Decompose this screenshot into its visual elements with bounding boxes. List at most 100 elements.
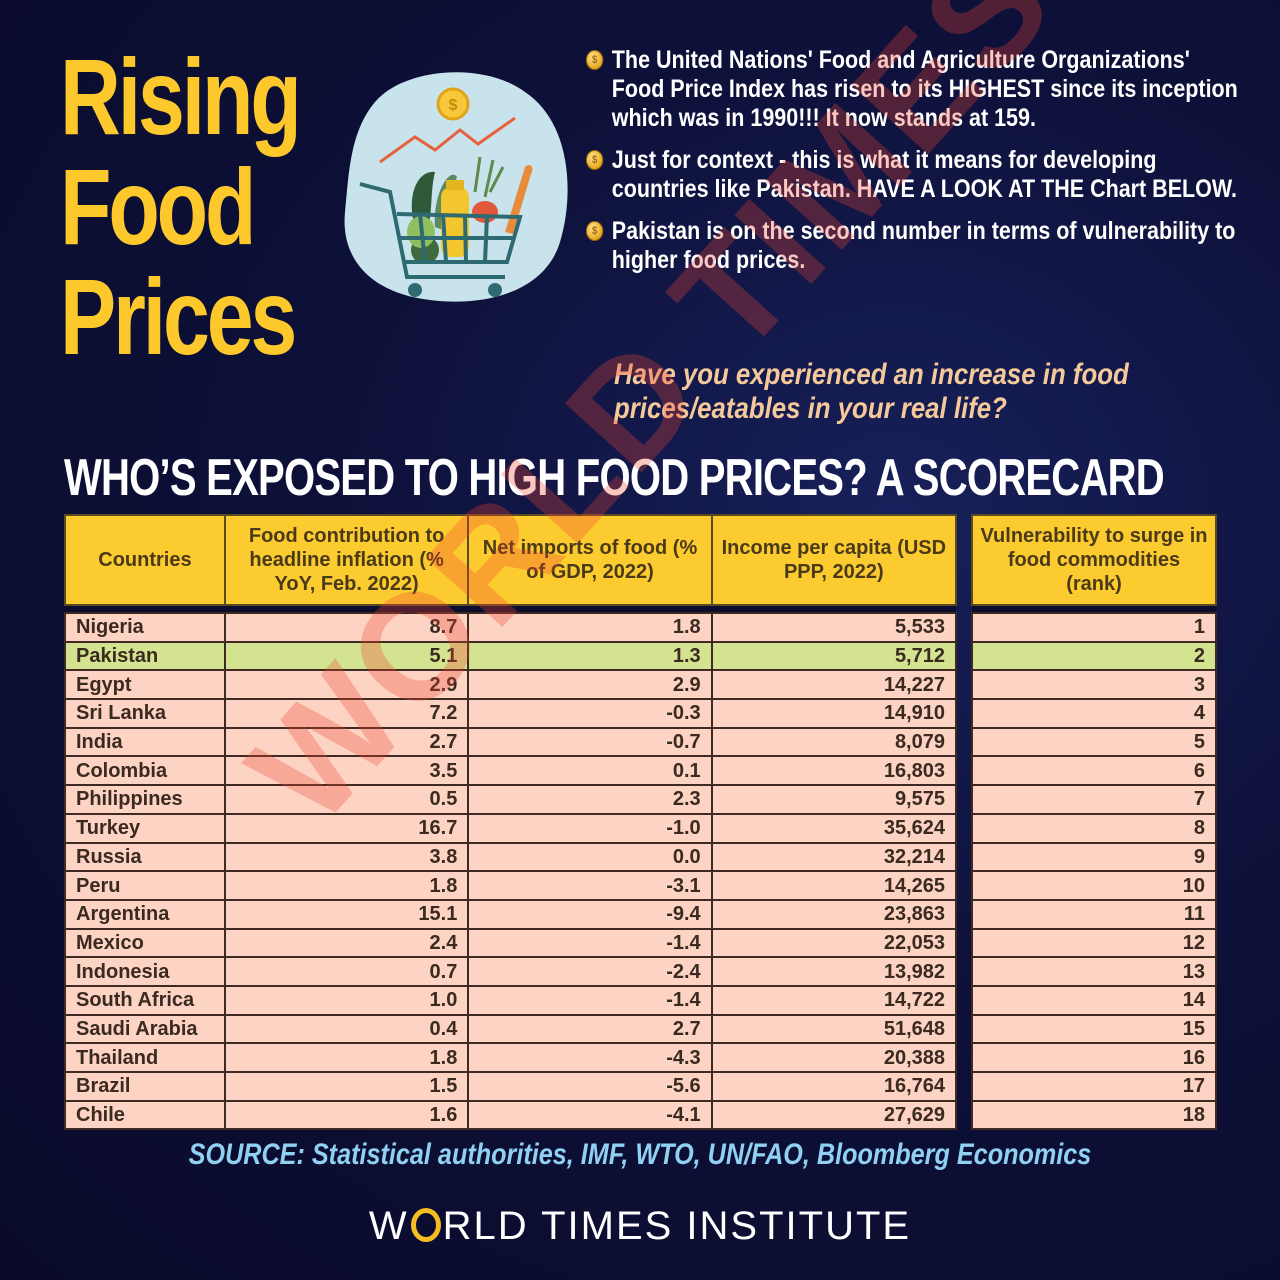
table-row: 11 — [971, 898, 1217, 930]
title-line: Prices — [60, 256, 297, 377]
cell-net-imports: 2.3 — [467, 784, 713, 815]
cell-rank: 6 — [971, 755, 1217, 787]
bullet-item: The United Nations' Food and Agriculture… — [586, 46, 1240, 133]
table-row: Saudi Arabia 0.4 2.7 51,648 — [64, 1013, 958, 1045]
table-row: 2 — [971, 640, 1217, 672]
header-income: Income per capita (USD PPP, 2022) — [710, 514, 958, 606]
table-row: Turkey 16.7 -1.0 35,624 — [64, 812, 958, 844]
cell-rank: 17 — [971, 1071, 1217, 1102]
cell-net-imports: 1.3 — [467, 640, 713, 672]
table-row: 14 — [971, 984, 1217, 1016]
rising-trend-line-icon — [379, 116, 516, 164]
table-row: 4 — [971, 698, 1217, 729]
cell-rank: 14 — [971, 984, 1217, 1016]
cell-rank: 7 — [971, 784, 1217, 815]
cell-country: Chile — [64, 1099, 226, 1131]
cell-rank: 10 — [971, 870, 1217, 901]
cell-country: Russia — [64, 841, 226, 873]
cell-net-imports: 2.9 — [467, 669, 713, 701]
cell-rank: 11 — [971, 898, 1217, 930]
cell-rank: 3 — [971, 669, 1217, 701]
cell-net-imports: 0.0 — [467, 841, 713, 873]
table-row: 12 — [971, 927, 1217, 959]
table-row: 16 — [971, 1042, 1217, 1073]
cell-country: India — [64, 726, 226, 758]
cell-country: Egypt — [64, 669, 226, 701]
table-row: Sri Lanka 7.2 -0.3 14,910 — [64, 698, 958, 729]
question-text: Have you experienced an increase in food… — [614, 358, 1129, 425]
cell-income: 5,533 — [710, 612, 958, 643]
header-food-contribution: Food contribution to headline inflation … — [223, 514, 470, 606]
cell-net-imports: -0.7 — [467, 726, 713, 758]
cell-food-contribution: 1.8 — [223, 1042, 470, 1073]
table-row: Peru 1.8 -3.1 14,265 — [64, 870, 958, 901]
cell-net-imports: -5.6 — [467, 1071, 713, 1102]
cell-country: South Africa — [64, 984, 226, 1016]
cell-income: 20,388 — [710, 1042, 958, 1073]
scorecard-heading: WHO’S EXPOSED TO HIGH FOOD PRICES? A SCO… — [64, 449, 1165, 507]
cell-rank: 15 — [971, 1013, 1217, 1045]
table-row: 1 — [971, 612, 1217, 643]
cell-net-imports: -4.3 — [467, 1042, 713, 1073]
cell-rank: 5 — [971, 726, 1217, 758]
cell-net-imports: -4.1 — [467, 1099, 713, 1131]
cell-food-contribution: 2.4 — [223, 927, 470, 959]
cell-rank: 1 — [971, 612, 1217, 643]
cell-country: Mexico — [64, 927, 226, 959]
shopping-cart-illustration: $ — [335, 62, 575, 312]
cell-income: 14,227 — [710, 669, 958, 701]
coin-bullet-icon — [586, 50, 604, 70]
table-row: India 2.7 -0.7 8,079 — [64, 726, 958, 758]
cell-income: 23,863 — [710, 898, 958, 930]
table-row: 3 — [971, 669, 1217, 701]
cell-rank: 9 — [971, 841, 1217, 873]
cell-food-contribution: 5.1 — [223, 640, 470, 672]
cell-food-contribution: 1.0 — [223, 984, 470, 1016]
table-row: 8 — [971, 812, 1217, 844]
source-text: SOURCE: Statistical authorities, IMF, WT… — [188, 1138, 1092, 1171]
bullet-item: Just for context - this is what it means… — [586, 146, 1240, 204]
cell-net-imports: 2.7 — [467, 1013, 713, 1045]
cell-country: Argentina — [64, 898, 226, 930]
table-row: 13 — [971, 956, 1217, 987]
cell-net-imports: -0.3 — [467, 698, 713, 729]
cell-income: 16,764 — [710, 1071, 958, 1102]
cell-rank: 4 — [971, 698, 1217, 729]
cell-income: 8,079 — [710, 726, 958, 758]
bullet-list: The United Nations' Food and Agriculture… — [586, 46, 1238, 288]
table-row: Egypt 2.9 2.9 14,227 — [64, 669, 958, 701]
cell-food-contribution: 0.5 — [223, 784, 470, 815]
table-row: South Africa 1.0 -1.4 14,722 — [64, 984, 958, 1016]
table-row: Russia 3.8 0.0 32,214 — [64, 841, 958, 873]
cell-food-contribution: 7.2 — [223, 698, 470, 729]
table-row: 10 — [971, 870, 1217, 901]
shopping-cart-icon — [359, 182, 523, 297]
table-row: 9 — [971, 841, 1217, 873]
cell-country: Nigeria — [64, 612, 226, 643]
title-line: Rising — [60, 36, 302, 157]
table-header-row: Countries Food contribution to headline … — [64, 514, 958, 606]
coin-bullet-icon — [586, 221, 604, 241]
table-row: Argentina 15.1 -9.4 23,863 — [64, 898, 958, 930]
cell-rank: 16 — [971, 1042, 1217, 1073]
scorecard-table: Countries Food contribution to headline … — [64, 514, 958, 1131]
table-row: 5 — [971, 726, 1217, 758]
table-row: Chile 1.6 -4.1 27,629 — [64, 1099, 958, 1131]
dollar-coin-icon: $ — [436, 87, 470, 121]
title-line: Food — [60, 146, 256, 267]
cell-income: 5,712 — [710, 640, 958, 672]
table-row: 17 — [971, 1071, 1217, 1102]
cell-food-contribution: 1.6 — [223, 1099, 470, 1131]
cell-net-imports: -1.4 — [467, 927, 713, 959]
cell-food-contribution: 3.5 — [223, 755, 470, 787]
svg-text:$: $ — [449, 97, 458, 114]
table-row: Pakistan 5.1 1.3 5,712 — [64, 640, 958, 672]
coin-bullet-icon — [586, 150, 604, 170]
cell-income: 22,053 — [710, 927, 958, 959]
cell-food-contribution: 0.7 — [223, 956, 470, 987]
table-row: Philippines 0.5 2.3 9,575 — [64, 784, 958, 815]
cell-country: Sri Lanka — [64, 698, 226, 729]
bullet-text: The United Nations' Food and Agriculture… — [611, 46, 1238, 132]
bullet-item: Pakistan is on the second number in term… — [586, 217, 1240, 275]
cell-country: Pakistan — [64, 640, 226, 672]
